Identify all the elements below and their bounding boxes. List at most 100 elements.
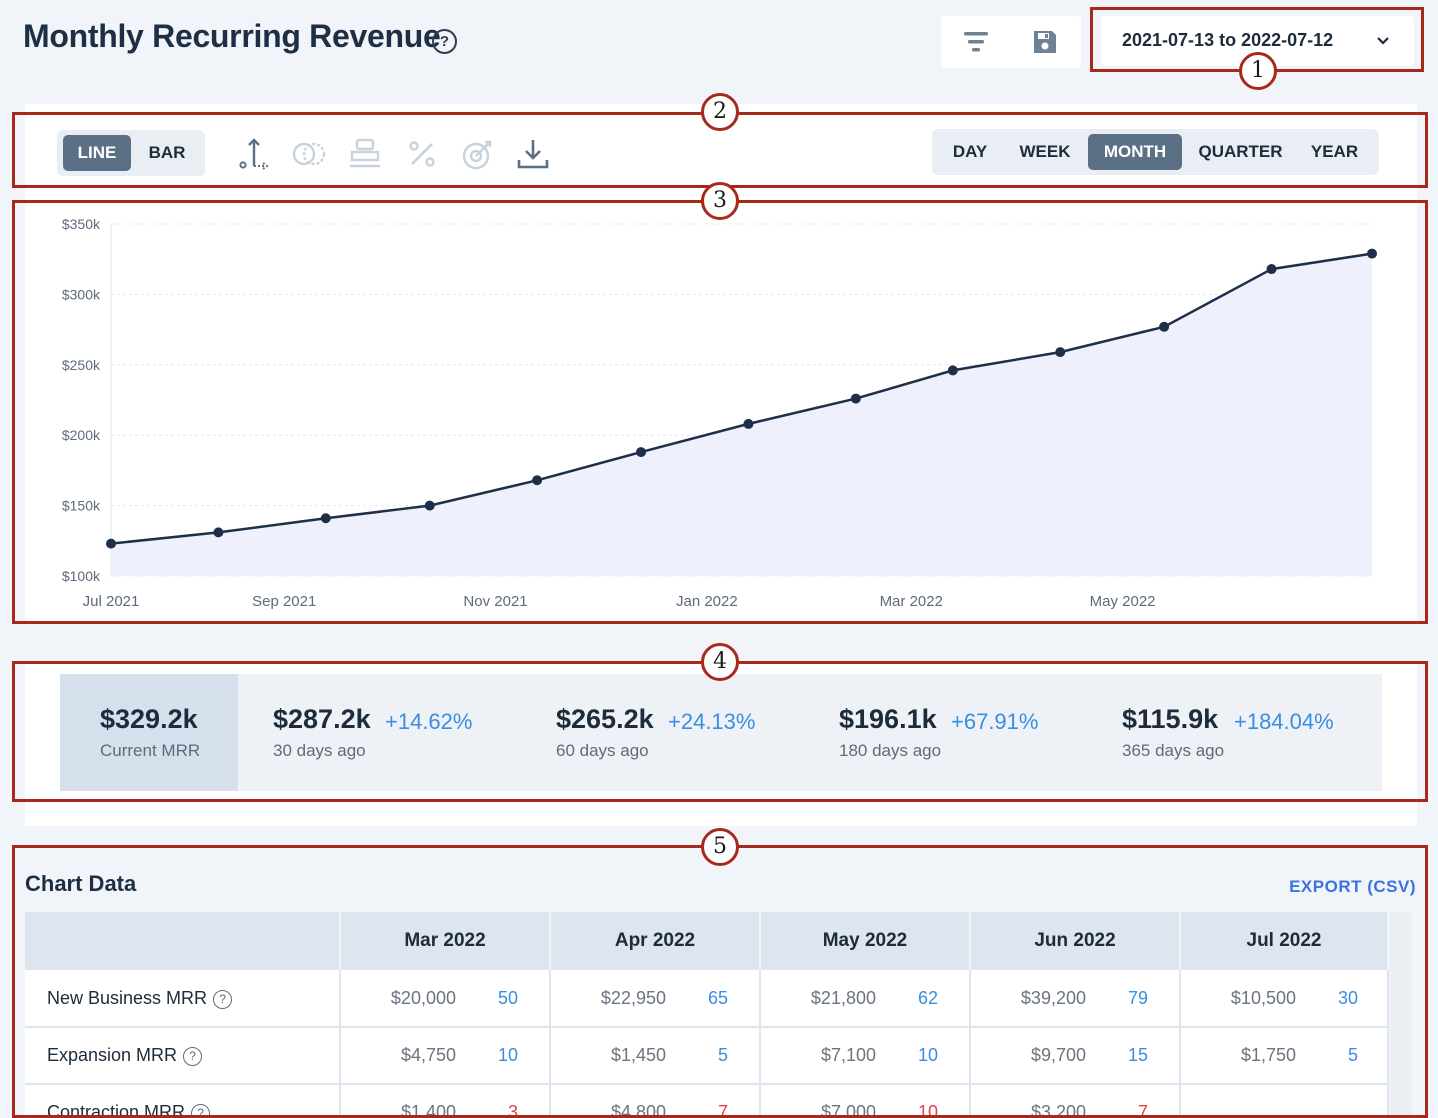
annotation-badge-3: 3 xyxy=(701,182,739,220)
help-icon[interactable]: ? xyxy=(191,1104,211,1118)
goal-icon[interactable] xyxy=(460,136,496,172)
table-cell[interactable]: $22,950 65 xyxy=(550,970,761,1028)
cell-count: 10 xyxy=(917,1045,938,1065)
data-point xyxy=(1367,248,1377,259)
date-range-picker[interactable]: 2021-07-13 to 2022-07-12 xyxy=(1101,16,1414,66)
header-blank xyxy=(25,912,341,970)
cell-count: 7 xyxy=(1137,1102,1148,1118)
table-cell[interactable]: $1,750 5 xyxy=(1180,1027,1389,1085)
table-row: New Business MRR? $20,000 50 $22,950 65 $2… xyxy=(25,970,1389,1028)
x-tick-label: Sep 2021 xyxy=(252,593,316,610)
axis-icon[interactable] xyxy=(236,136,272,172)
area-fill xyxy=(111,253,1372,576)
kpi-label: 365 days ago xyxy=(1122,741,1225,760)
table-cell[interactable]: $21,800 62 xyxy=(760,970,971,1028)
kpi-value: $115.9k xyxy=(1122,704,1219,734)
help-icon[interactable]: ? xyxy=(213,989,233,1009)
interval-quarter[interactable]: QUARTER xyxy=(1198,142,1283,161)
help-icon[interactable]: ? xyxy=(183,1047,203,1066)
kpi-value: $287.2k xyxy=(273,704,371,734)
kpi-current[interactable]: $329.2k Current MRR xyxy=(60,674,238,791)
kpi-value: $196.1k xyxy=(839,704,937,734)
table-cell[interactable]: $10,500 30 xyxy=(1180,970,1389,1028)
cell-count: 30 xyxy=(1337,987,1358,1008)
kpi-percent: +24.13% xyxy=(668,709,756,734)
bar-chart-button[interactable]: BAR xyxy=(148,143,186,162)
table-cell[interactable]: $9,700 15 xyxy=(970,1027,1181,1085)
cell-amount: $20,000 xyxy=(390,987,456,1008)
table-cell[interactable]: $3,200 7 xyxy=(970,1084,1181,1118)
kpi-label: 180 days ago xyxy=(839,741,942,760)
table-cell[interactable]: $7,100 10 xyxy=(760,1027,971,1085)
row-label-text: Contraction MRR xyxy=(47,1102,186,1118)
data-point xyxy=(1159,321,1170,332)
interval-week[interactable]: WEEK xyxy=(1019,142,1071,161)
cell-count: 7 xyxy=(717,1102,728,1118)
x-tick-label: Jan 2022 xyxy=(676,593,738,610)
table-cell[interactable]: $39,200 79 xyxy=(970,970,1181,1028)
cell-count: 10 xyxy=(917,1102,938,1118)
cell-amount: $39,200 xyxy=(1020,987,1086,1008)
cell-count: 62 xyxy=(917,987,938,1008)
cell-amount: $1,400 xyxy=(400,1102,456,1118)
cell-amount: $7,100 xyxy=(820,1045,876,1065)
filter-icon[interactable] xyxy=(962,28,990,56)
line-chart-button[interactable]: LINE xyxy=(63,135,131,171)
kpi-percent: +67.91% xyxy=(951,709,1039,734)
export-csv-link[interactable]: EXPORT (CSV) xyxy=(1289,877,1416,896)
kpi-label: 60 days ago xyxy=(556,741,649,760)
data-point xyxy=(1055,347,1066,358)
percent-icon[interactable] xyxy=(404,136,440,172)
annotation-badge-1: 1 xyxy=(1239,52,1277,90)
interval-day[interactable]: DAY xyxy=(952,142,988,161)
annotation-badge-4: 4 xyxy=(701,643,739,681)
compare-icon[interactable] xyxy=(291,136,327,172)
data-point xyxy=(106,538,116,549)
table-header-row: Mar 2022 Apr 2022 May 2022 Jun 2022 Jul … xyxy=(25,912,1389,970)
row-label-text: New Business MRR xyxy=(47,987,208,1008)
table-cell[interactable]: $1,450 5 xyxy=(550,1027,761,1085)
cell-amount: $7,000 xyxy=(820,1102,876,1118)
download-icon[interactable] xyxy=(515,136,551,172)
cell-count: 65 xyxy=(707,987,728,1008)
table-cell[interactable] xyxy=(1180,1084,1389,1118)
annotation-box-4 xyxy=(12,661,1428,802)
row-label-text: Expansion MRR xyxy=(47,1045,178,1065)
table-cell[interactable]: $4,800 7 xyxy=(550,1084,761,1118)
help-icon[interactable]: ? xyxy=(432,29,457,54)
x-tick-label: Mar 2022 xyxy=(880,593,943,610)
x-tick-label: Nov 2021 xyxy=(463,593,527,610)
chart-type-toggle: LINE BAR xyxy=(57,130,205,176)
data-point xyxy=(1266,264,1277,275)
row-label: Contraction MRR? xyxy=(25,1084,341,1118)
page-title: Monthly Recurring Revenue xyxy=(23,18,441,54)
mrr-line-chart: $350k $300k $250k $200k $150k $100k Jul 2021 Se… xyxy=(62,216,1377,610)
kpi-current-label: Current MRR xyxy=(100,741,201,760)
table-cell[interactable]: $20,000 50 xyxy=(340,970,551,1028)
row-label: New Business MRR? xyxy=(25,970,341,1028)
kpi-percent: +184.04% xyxy=(1234,709,1334,734)
table-row: Contraction MRR? $1,400 3 $4,800 7 $7,000 1… xyxy=(25,1084,1389,1118)
annotation-box-3 xyxy=(12,200,1428,624)
cell-count: 79 xyxy=(1127,987,1148,1008)
kpi-label: 30 days ago xyxy=(273,741,366,760)
data-point xyxy=(532,475,543,486)
x-tick-label: May 2022 xyxy=(1090,593,1156,610)
interval-year[interactable]: YEAR xyxy=(1310,142,1359,161)
x-tick-label: Jul 2021 xyxy=(83,593,140,610)
data-point xyxy=(213,527,224,538)
kpi-value: $265.2k xyxy=(556,704,654,734)
cell-count: 5 xyxy=(1347,1045,1358,1065)
table-scrollbar[interactable] xyxy=(1390,912,1412,1118)
table-cell[interactable]: $4,750 10 xyxy=(340,1027,551,1085)
date-range-text: 2021-07-13 to 2022-07-12 xyxy=(1122,30,1334,50)
chevron-down-icon xyxy=(1377,37,1389,45)
table-cell[interactable]: $7,000 10 xyxy=(760,1084,971,1118)
kpi-current-value: $329.2k xyxy=(100,704,198,734)
stack-icon[interactable] xyxy=(347,136,383,172)
save-icon[interactable] xyxy=(1031,28,1059,56)
interval-month[interactable]: MONTH xyxy=(1088,134,1182,170)
cell-amount: $4,750 xyxy=(400,1045,456,1065)
cell-amount: $1,750 xyxy=(1240,1045,1296,1065)
table-cell[interactable]: $1,400 3 xyxy=(340,1084,551,1118)
